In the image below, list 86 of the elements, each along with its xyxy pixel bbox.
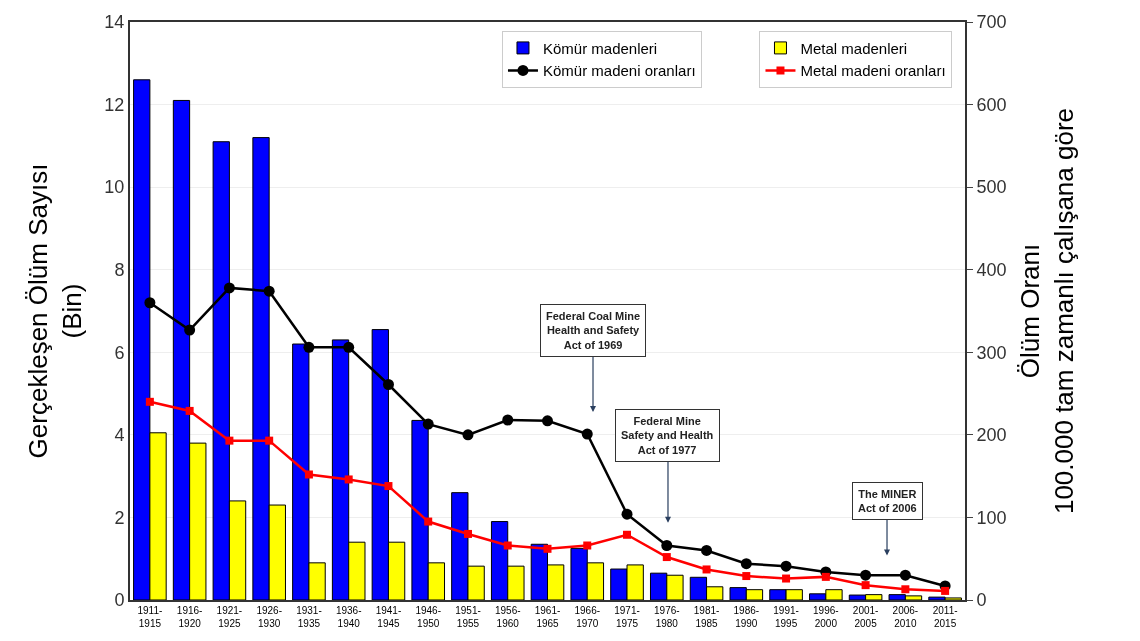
x-tick-label: 2011- 2015 [932,605,958,629]
x-tick-label: 1911- 1915 [137,605,163,629]
y2-tick-label: 200 [976,425,1007,446]
x-tick-label: 1926- 1930 [256,605,282,629]
x-tick-label: 1966- 1970 [574,605,601,629]
y-tick-label: 2 [114,507,125,528]
legend-label: Metal madeni oranları [800,62,946,80]
point [225,436,234,445]
legend-label: Metal madenleri [800,39,908,57]
point [265,436,274,445]
x-tick-label: 1931- 1935 [296,605,322,629]
x-tick-label: 1991- 1995 [773,605,799,629]
legend-label: Kömür madenleri [542,39,658,57]
point [422,418,434,430]
x-tick-label: 1951- 1955 [455,605,481,629]
x-tick-label: 1976- 1980 [654,605,680,629]
point [581,428,593,440]
y2-tick-label: 400 [976,260,1007,281]
y-tick-label: 4 [114,425,125,446]
legend-label: Kömür madeni oranları [542,62,696,80]
y2-tick-label: 0 [976,590,987,611]
point [502,414,514,426]
point [184,324,196,336]
point [542,415,553,427]
point [303,341,315,353]
x-tick-label: 1936- 1940 [335,605,362,629]
point [621,508,633,520]
point [782,574,791,583]
x-tick-label: 1946- 1950 [415,605,441,629]
x-tick-label: 1961- 1965 [534,605,561,629]
y-tick-label: 10 [104,177,125,198]
point [304,470,313,479]
x-tick-label: 2006- 2010 [892,605,919,629]
point [503,541,512,550]
point [860,569,872,581]
x-tick-label: 1916- 1920 [176,605,203,629]
y2-tick-label: 100 [976,507,1007,528]
x-tick-label: 1941- 1945 [375,605,402,629]
point [701,544,713,556]
point [899,569,911,581]
x-tick-label: 1971- 1975 [614,605,640,629]
point [742,572,751,581]
y2-tick-label: 500 [976,177,1007,198]
point [145,397,154,406]
point [384,482,393,491]
point [821,572,830,581]
y2-tick-label: 300 [976,342,1007,363]
point [543,544,552,553]
point [223,282,235,294]
y-axis-title: Gerçekleşen Ölüm Sayısı (Bin) [23,163,88,459]
point [424,517,433,526]
y-tick-label: 12 [104,94,125,115]
y-tick-label: 6 [114,342,125,363]
y-tick-label: 14 [104,12,125,33]
y-tick-label: 8 [114,260,125,281]
y-tick-label: 0 [114,590,125,611]
point [462,429,474,441]
point [702,565,711,574]
point [344,475,353,484]
y2-axis-title: Ölüm Oranı 100.000 tam zamanlı çalışana göre [1014,107,1079,515]
x-tick-label: 1986- 1990 [733,605,760,629]
x-tick-label: 2001- 2005 [852,605,879,629]
point [901,585,910,594]
x-tick-label: 1956- 1960 [494,605,521,629]
annotation: Federal Mine Safety and Health Act of 1977 [621,415,714,456]
x-tick-label: 1921- 1925 [216,605,243,629]
point [941,586,950,595]
point [144,297,156,309]
point [662,553,671,562]
point [463,529,472,538]
point [382,378,394,390]
point [861,581,870,590]
point [185,406,194,415]
annotation: The MINER Act of 2006 [858,488,917,515]
x-tick-label: 1996- 2000 [813,605,839,629]
point [263,285,275,297]
point [740,558,752,570]
x-tick-label: 1981- 1985 [693,605,720,629]
annotation: Federal Coal Mine Health and Safety Act of 1969 [546,310,641,351]
point [623,530,632,539]
point [343,341,355,353]
y2-tick-label: 700 [976,12,1007,33]
point [780,560,792,572]
y2-tick-label: 600 [976,94,1007,115]
point [661,540,673,551]
point [583,541,592,550]
